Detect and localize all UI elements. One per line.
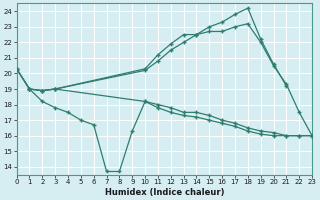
X-axis label: Humidex (Indice chaleur): Humidex (Indice chaleur) [105,188,224,197]
